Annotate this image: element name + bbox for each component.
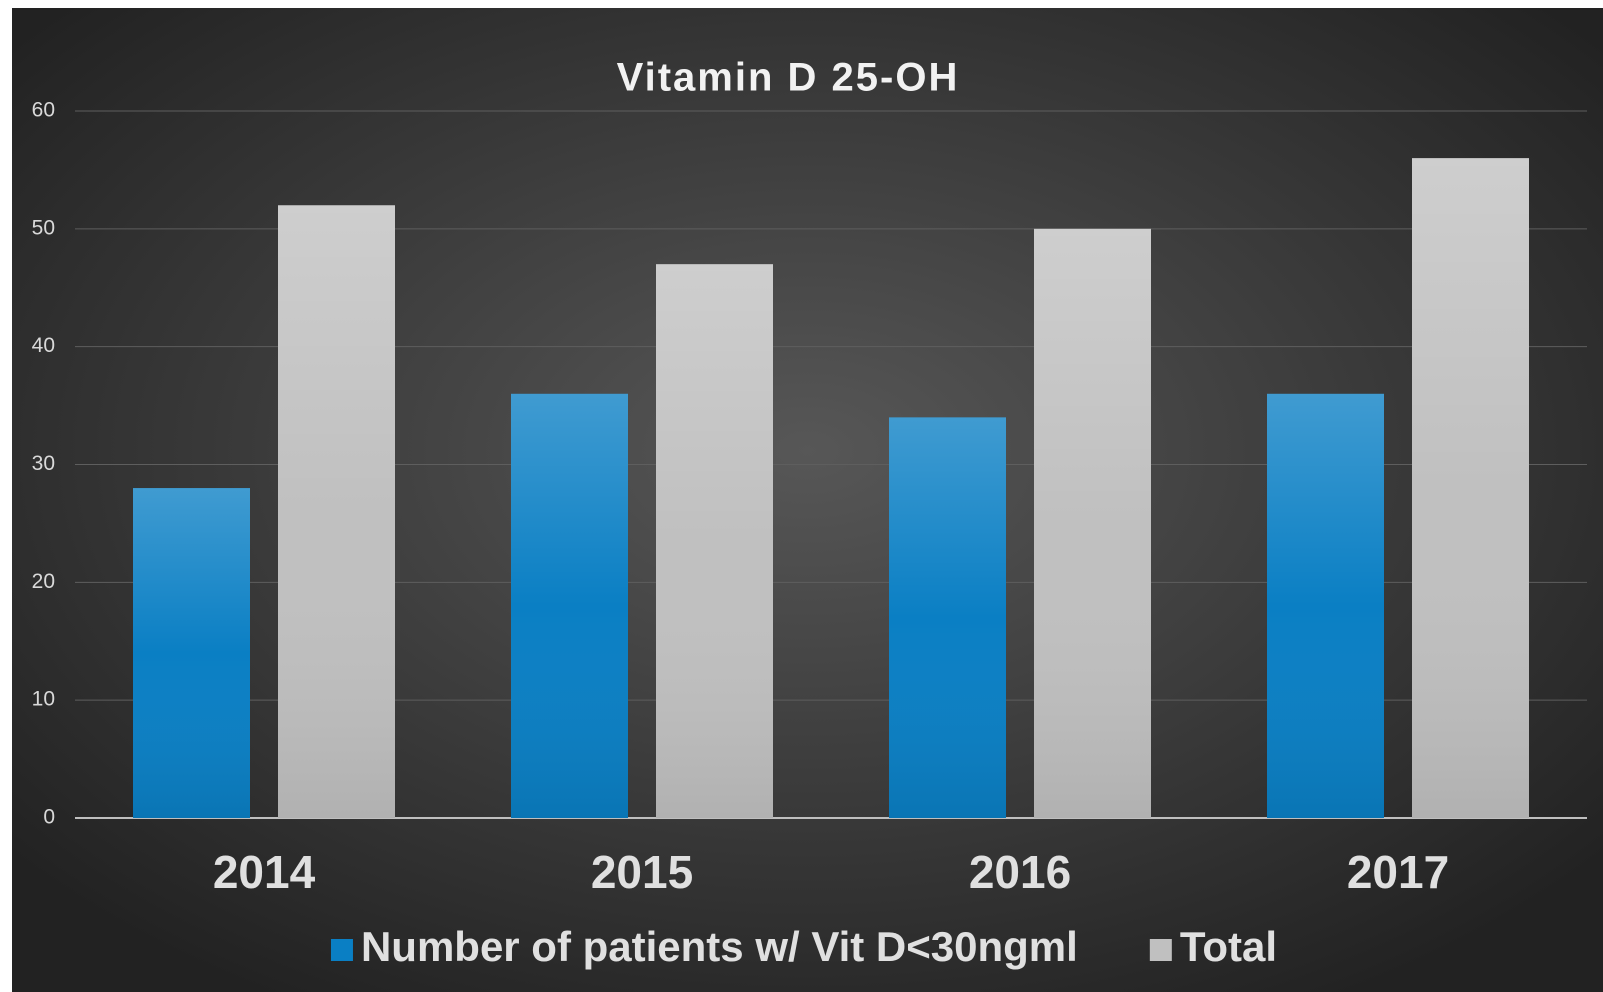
y-tick-label: 50 (32, 216, 55, 239)
bar (1267, 393, 1384, 818)
legend-label: Number of patients w/ Vit D<30ngml (361, 923, 1078, 970)
bar (278, 205, 395, 818)
y-tick-label: 0 (43, 806, 55, 829)
legend-swatch (330, 939, 353, 961)
bar (656, 264, 773, 818)
bar (1034, 228, 1151, 819)
y-tick-label: 10 (32, 688, 55, 711)
legend: Number of patients w/ Vit D<30ngml Total (330, 923, 1277, 970)
legend-swatch (1149, 939, 1172, 961)
x-tick-label: 2016 (969, 846, 1071, 898)
bar (133, 488, 250, 818)
y-tick-label: 30 (32, 452, 55, 475)
x-tick-label: 2014 (213, 846, 316, 898)
x-tick-label: 2017 (1347, 846, 1449, 898)
bar (511, 393, 628, 818)
y-tick-label: 20 (32, 570, 55, 593)
y-tick-label: 60 (32, 99, 55, 122)
chart-title: Vitamin D 25-OH (617, 56, 960, 100)
bar (889, 417, 1006, 818)
y-tick-label: 40 (32, 334, 55, 357)
x-tick-label: 2015 (591, 846, 693, 898)
bar (1412, 158, 1529, 819)
legend-label: Total (1180, 923, 1277, 970)
